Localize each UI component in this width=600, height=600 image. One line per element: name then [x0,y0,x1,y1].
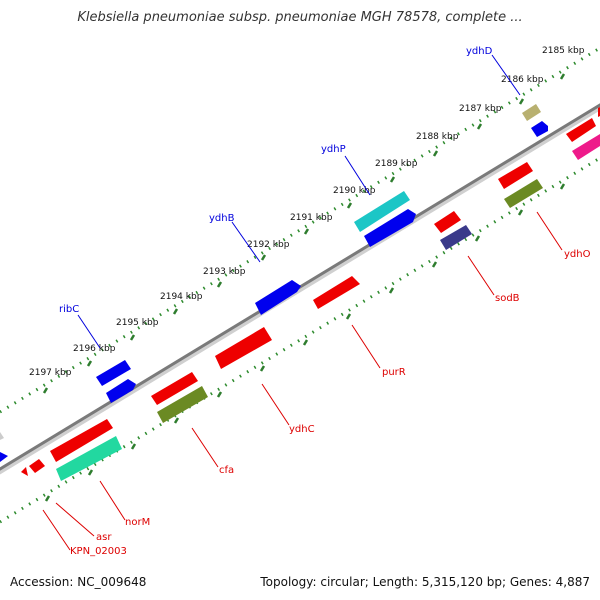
kbp-label: 2195 kbp [116,318,159,328]
gene-sodB-red[interactable] [434,211,461,233]
gene-label-ydhC: ydhC [289,424,315,435]
gene-blue-small[interactable] [531,121,548,137]
label-leader-lines [42,54,563,551]
kbp-label: 2196 kbp [73,344,116,354]
gene-label-KPN_02003: KPN_02003 [70,546,127,557]
kbp-label: 2194 kbp [160,292,203,302]
gene-label-ydhB: ydhB [209,213,235,224]
gene-left-edge-grey[interactable] [0,432,4,440]
gene-label-norM: norM [125,517,150,528]
genome-backbone [0,103,600,475]
kbp-label: 2188 kbp [416,132,459,142]
gene-norM-red[interactable] [50,419,113,462]
forward-genes [0,104,548,462]
gene-purR[interactable] [313,276,360,309]
gene-cfa-olive[interactable] [157,386,208,423]
gene-asr[interactable] [29,459,45,473]
gene-label-cfa: cfa [219,465,234,476]
gene-right-red[interactable] [566,118,596,142]
kbp-label: 2189 kbp [375,159,418,169]
kbp-label: 2190 kbp [333,186,376,196]
gene-sodB-navy[interactable] [440,225,472,250]
gene-ribC-2[interactable] [106,379,136,403]
gene-KPN_02003[interactable] [21,467,28,476]
kbp-tick-labels: 2185 kbp 2186 kbp 2187 kbp 2188 kbp 2189… [29,46,585,378]
gene-left-edge[interactable] [0,452,8,462]
gene-label-sodB: sodB [495,293,520,304]
gene-ydhC[interactable] [215,327,272,369]
gene-norM-mint[interactable] [56,436,122,481]
gene-label-ydhO: ydhO [564,249,591,260]
gene-label-ydhD: ydhD [466,46,493,57]
gene-label-ydhP: ydhP [321,144,346,155]
gene-ydhP-strand[interactable] [364,209,416,247]
map-title: Klebsiella pneumoniae subsp. pneumoniae … [77,10,523,25]
inner-major-ticks [44,183,566,502]
gene-label-purR: purR [382,367,406,378]
accession-label: Accession: NC_009648 [10,575,147,589]
gene-ydhO-olive[interactable] [504,179,543,208]
gene-cfa-red[interactable] [151,372,198,405]
kbp-label: 2193 kbp [203,267,246,277]
gene-label-asr: asr [96,532,112,543]
kbp-label: 2197 kbp [29,368,72,378]
gene-right-pink[interactable] [572,134,600,160]
gene-ydhD-small[interactable] [522,104,541,121]
reverse-genes [21,107,600,481]
kbp-label: 2192 kbp [247,240,290,250]
outer-tick-track [0,46,600,414]
kbp-label: 2191 kbp [290,213,333,223]
gene-ydhB[interactable] [255,280,301,315]
gene-ydhO-red[interactable] [498,162,533,189]
gene-ribC[interactable] [96,360,131,386]
gene-label-ribC: ribC [59,304,79,315]
gene-ydhP[interactable] [354,191,410,232]
outer-major-ticks [42,73,566,394]
top-gene-labels: ydhD ydhP ydhB ribC [59,46,493,315]
kbp-label: 2185 kbp [542,46,585,56]
topology-info: Topology: circular; Length: 5,315,120 bp… [260,575,590,589]
kbp-label: 2186 kbp [501,75,544,85]
kbp-label: 2187 kbp [459,104,502,114]
bottom-gene-labels: ydhO sodB purR ydhC cfa norM asr KPN_020… [70,249,591,557]
